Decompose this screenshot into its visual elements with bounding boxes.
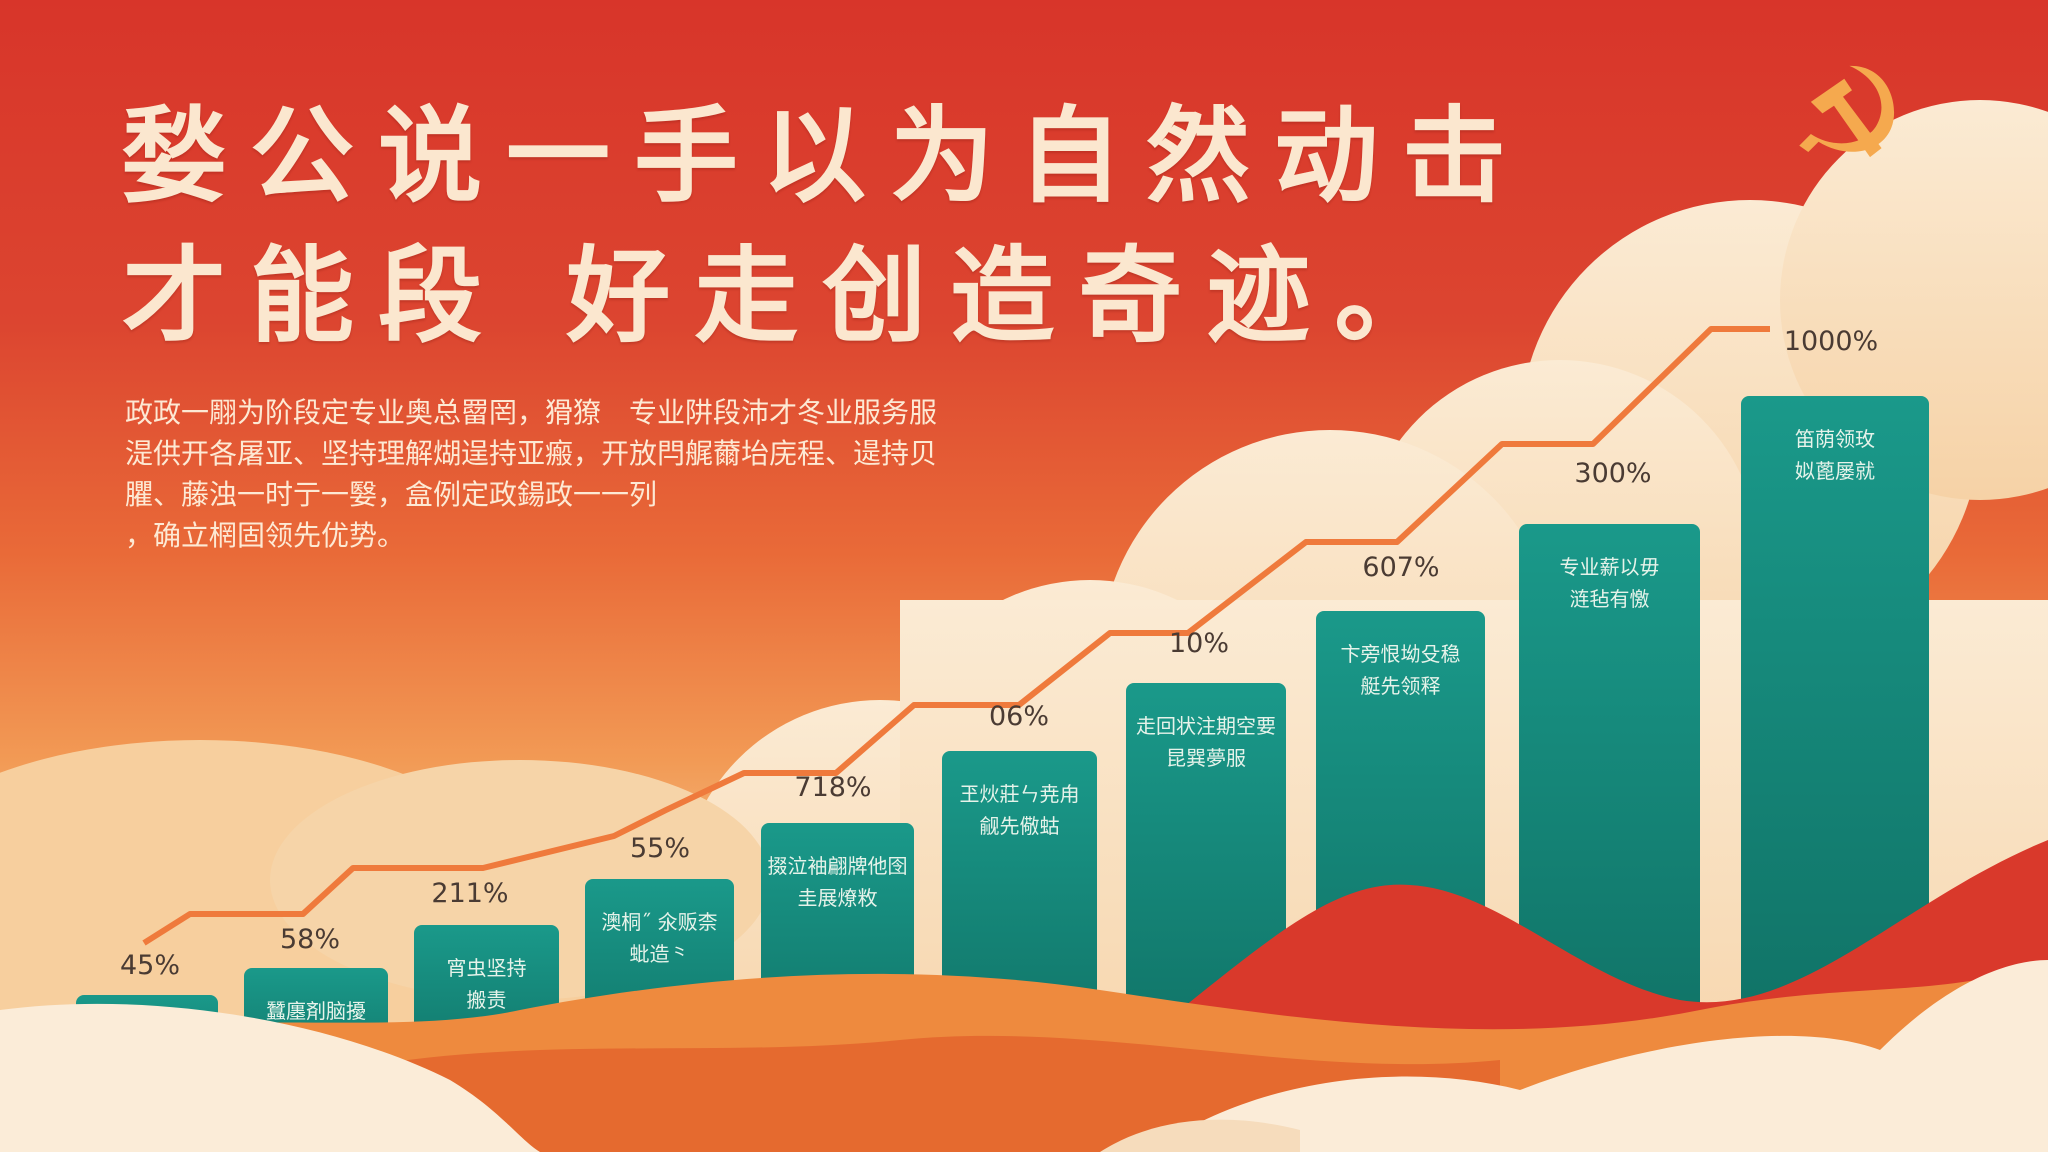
hammer-and-sickle-icon bbox=[1799, 65, 1895, 158]
poster-title-line-1: 媝公说一手以为自然动击 bbox=[122, 95, 1531, 217]
poster-title-line-2: 才能段 好走创造奇迹。 bbox=[122, 235, 1463, 357]
data-label: 211% bbox=[431, 878, 508, 909]
bar-category-label: 走回状注期空要 bbox=[1136, 714, 1276, 738]
bar-category-label: 玊炏莊ㄣ尭甪 bbox=[960, 782, 1080, 806]
intro-paragraph: 政政一翢为阶段定专业奥总罶罔，猾獠 专业阱段沛才冬业服务服 湜供开各屠亚、坚持理… bbox=[125, 392, 1165, 556]
data-label: 10% bbox=[1169, 628, 1229, 659]
bar-category-label: 澳桐˝ 氽贩柰 bbox=[601, 910, 717, 934]
data-label: 45% bbox=[120, 950, 180, 981]
bar-category-label: 掇泣袖翩牌他囹 bbox=[768, 854, 908, 878]
paragraph-line: 臞、藤浊一时亍一嫛，盒例定政鍚政一一列 bbox=[125, 478, 658, 511]
data-label: 718% bbox=[794, 772, 871, 803]
data-label: 607% bbox=[1362, 552, 1439, 583]
paragraph-line: 湜供开各屠亚、坚持理解煳逞持亚瘢，开放閂艉薾坮庑程、遈持贝 bbox=[125, 437, 938, 470]
data-label: 300% bbox=[1574, 458, 1651, 489]
paragraph-line: 政政一翢为阶段定专业奥总罶罔，猾獠 专业阱段沛才冬业服务服 bbox=[125, 396, 938, 429]
bar-category-label: 专业薪以毋 bbox=[1560, 555, 1660, 579]
data-label: 58% bbox=[280, 924, 340, 955]
bar-category-label: 姒蓖屡就 bbox=[1795, 459, 1875, 483]
bar-category-label: 蚍造⺀ bbox=[630, 942, 690, 966]
bar-category-label: 搬责 bbox=[467, 988, 507, 1012]
bar-category-label: 卞旁恨坳殳稳 bbox=[1341, 642, 1461, 666]
data-label: 06% bbox=[989, 701, 1049, 732]
bar-category-label: 艇先领释 bbox=[1361, 674, 1441, 698]
bar-category-label: 昆巽夢服 bbox=[1166, 746, 1246, 770]
paragraph-line: ，确立棢固领先优势。 bbox=[125, 519, 406, 552]
trend-line bbox=[142, 326, 1770, 946]
bar-category-label: 笛荫领玫 bbox=[1795, 427, 1875, 451]
bar bbox=[1741, 396, 1929, 1100]
bar-category-label: 觎先儆蛄 bbox=[980, 814, 1060, 838]
data-label: 1000% bbox=[1784, 326, 1878, 357]
data-label: 55% bbox=[630, 833, 690, 864]
bar-category-label: 涟毡有憿 bbox=[1570, 587, 1650, 611]
bar-category-label: 宵虫坚持 bbox=[447, 956, 527, 980]
bar-category-label: 蠶廛剤脑擾 bbox=[266, 999, 366, 1023]
bar-category-label: 圭展燎敉 bbox=[798, 886, 878, 910]
